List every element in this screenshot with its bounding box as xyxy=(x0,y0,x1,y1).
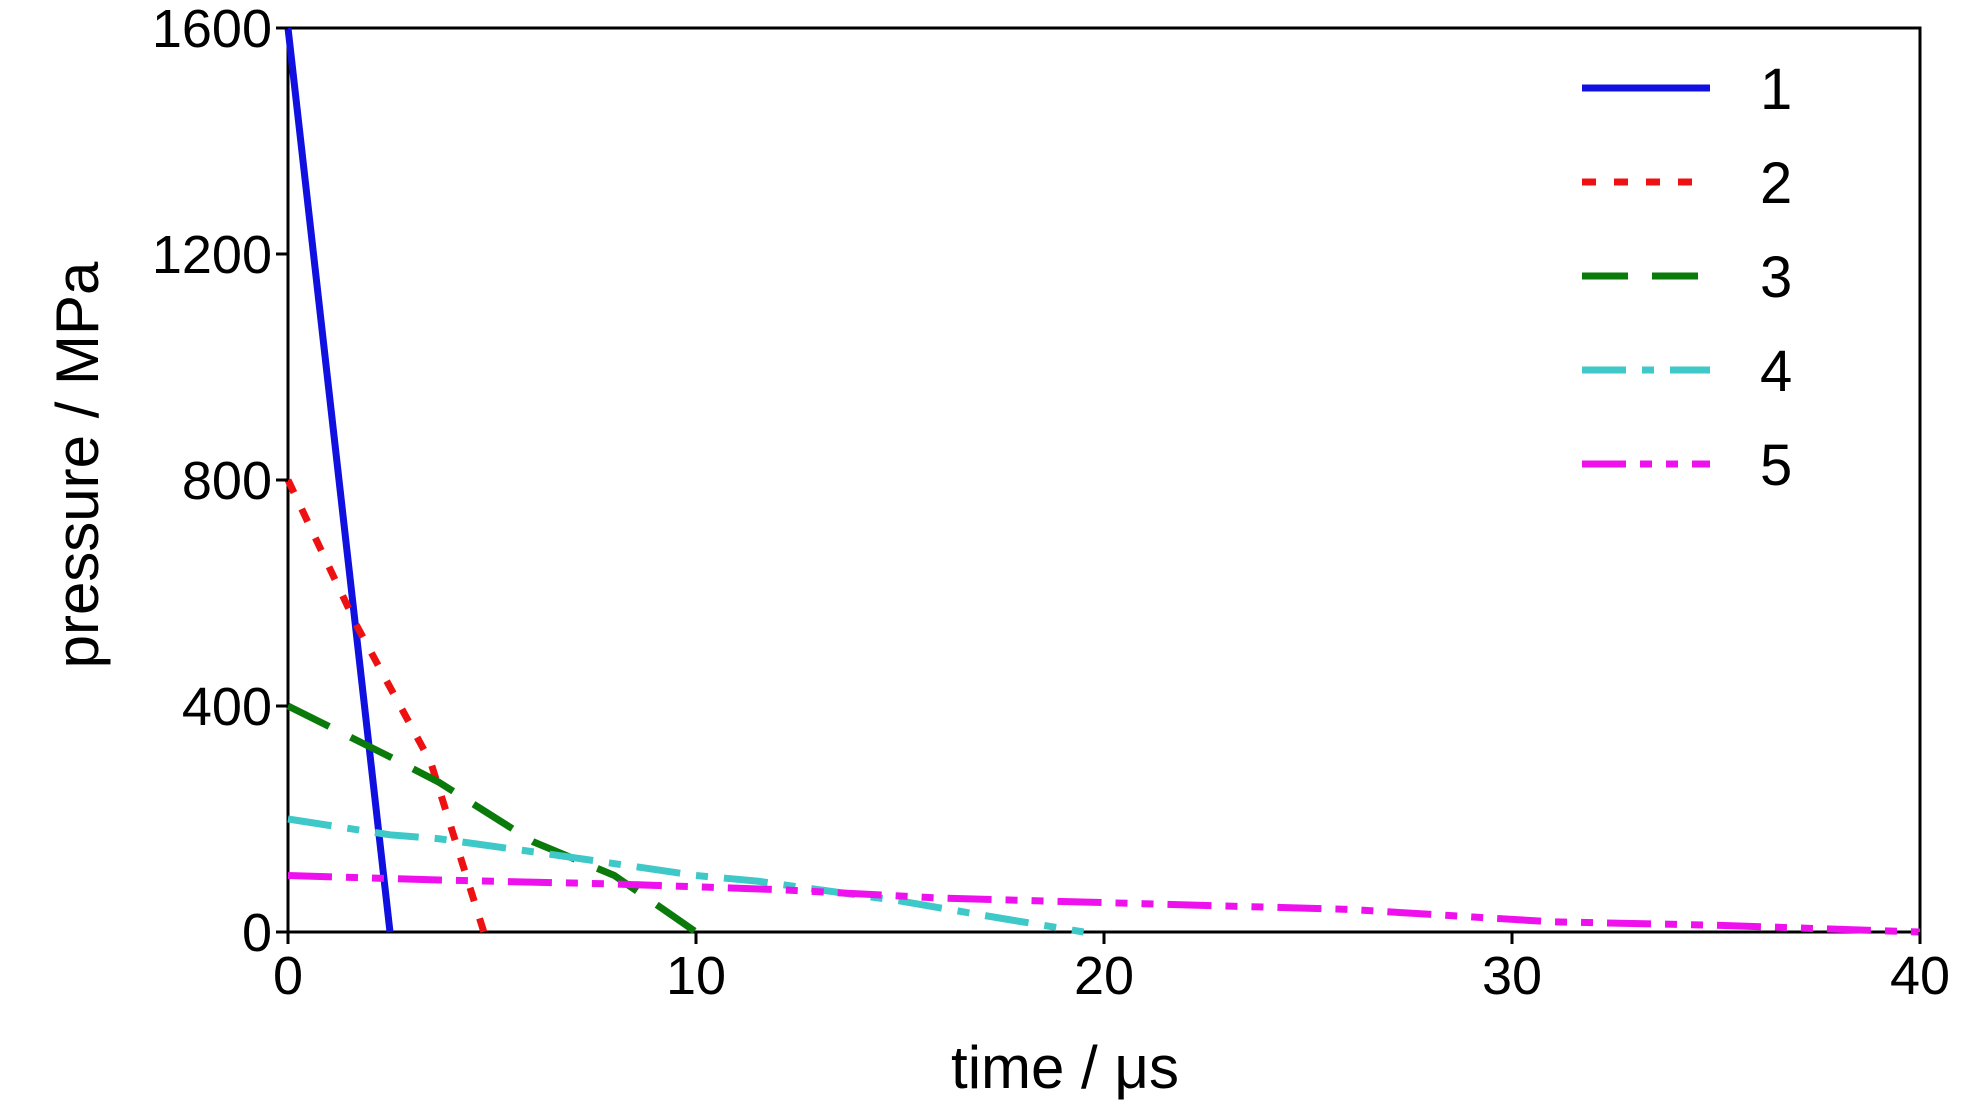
x-tick-label: 20 xyxy=(1074,946,1134,1006)
plot-frame xyxy=(286,26,1922,934)
y-tick-label: 400 xyxy=(182,677,272,737)
y-axis-label: pressure / MPa xyxy=(44,261,111,668)
x-tick-label: 10 xyxy=(666,946,726,1006)
legend-label-5: 5 xyxy=(1760,433,1792,498)
x-tick-label: 0 xyxy=(273,946,303,1006)
legend-label-3: 3 xyxy=(1760,245,1792,310)
series-layer xyxy=(284,27,1921,936)
series-line-2 xyxy=(284,478,488,934)
x-tick-label: 30 xyxy=(1482,946,1542,1006)
y-tick-label: 800 xyxy=(182,451,272,511)
legend-label-1: 1 xyxy=(1760,57,1792,122)
legend: 1 2 3 4 5 xyxy=(1582,57,1792,498)
x-axis-label: time / μs xyxy=(951,1034,1179,1101)
legend-label-4: 4 xyxy=(1760,339,1792,404)
legend-label-2: 2 xyxy=(1760,151,1792,216)
series-line-3 xyxy=(286,702,698,935)
y-tick-label: 0 xyxy=(242,903,272,963)
series-line-1 xyxy=(284,27,394,933)
y-tick-label: 1200 xyxy=(152,225,272,285)
x-tick-label: 40 xyxy=(1890,946,1950,1006)
series-line-5 xyxy=(287,872,1921,936)
y-tick-label: 1600 xyxy=(152,0,272,59)
series-line-4 xyxy=(287,815,1085,936)
